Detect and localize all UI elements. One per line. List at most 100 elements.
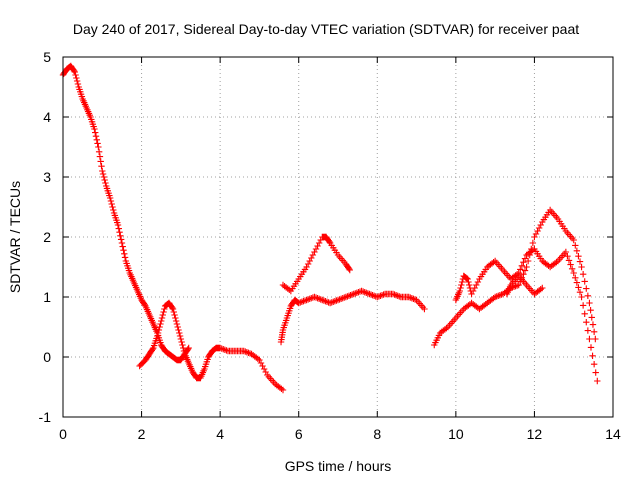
- data-point: [512, 283, 519, 290]
- data-point: [590, 361, 598, 368]
- data-point: [121, 250, 128, 257]
- x-tick-label: 10: [448, 426, 464, 442]
- data-point: [317, 296, 324, 303]
- x-tick-label: 0: [59, 426, 67, 442]
- data-point: [320, 297, 328, 304]
- data-point: [333, 297, 340, 304]
- data-point: [579, 302, 587, 309]
- data-point: [96, 153, 104, 160]
- data-point: [116, 229, 123, 236]
- data-point: [322, 298, 329, 305]
- series-satellite-track-G: [503, 272, 546, 298]
- data-point: [576, 289, 584, 296]
- data-point: [531, 233, 538, 241]
- data-point: [594, 377, 601, 385]
- data-point: [515, 281, 522, 289]
- data-point: [254, 355, 262, 362]
- data-point: [172, 317, 180, 325]
- data-point: [240, 347, 247, 355]
- data-point: [312, 245, 320, 253]
- x-tick-label: 12: [527, 426, 543, 442]
- data-point: [184, 346, 192, 353]
- data-point: [117, 236, 125, 243]
- data-point: [535, 224, 543, 232]
- data-point: [364, 290, 372, 297]
- data-point: [568, 265, 576, 272]
- data-point: [587, 344, 595, 351]
- data-point: [259, 362, 266, 370]
- data-point: [173, 320, 181, 328]
- data-point: [304, 296, 312, 303]
- data-point: [375, 293, 383, 300]
- data-point: [242, 348, 249, 355]
- data-point: [185, 344, 192, 352]
- data-point: [576, 258, 584, 265]
- data-point: [523, 263, 530, 271]
- data-point: [534, 227, 541, 235]
- data-point: [586, 335, 593, 343]
- data-point: [462, 274, 470, 281]
- data-point: [370, 292, 378, 299]
- data-point: [353, 289, 361, 296]
- points-layer: [59, 62, 601, 394]
- data-point: [513, 282, 521, 289]
- data-point: [306, 257, 313, 265]
- data-point: [392, 292, 400, 299]
- data-point: [158, 317, 165, 325]
- data-point: [458, 281, 465, 289]
- data-point: [159, 311, 166, 319]
- data-point: [491, 293, 499, 301]
- data-point: [471, 284, 478, 292]
- data-point: [529, 239, 537, 247]
- data-point: [328, 299, 335, 306]
- data-point: [108, 200, 115, 208]
- data-point: [588, 314, 595, 321]
- data-point: [98, 163, 105, 170]
- data-point: [92, 129, 99, 136]
- data-point: [521, 255, 529, 262]
- data-point: [518, 262, 526, 269]
- data-point: [443, 325, 450, 332]
- data-point: [378, 292, 386, 299]
- data-point: [106, 194, 114, 202]
- data-point: [529, 247, 537, 254]
- data-point: [374, 293, 381, 301]
- data-point: [303, 296, 310, 304]
- data-point: [95, 148, 103, 155]
- data-point: [520, 271, 527, 278]
- data-point: [532, 230, 540, 238]
- data-point: [584, 327, 592, 334]
- y-tick-label: 4: [43, 109, 51, 125]
- data-point: [493, 293, 500, 300]
- data-point: [312, 294, 320, 301]
- data-point: [262, 368, 269, 376]
- data-point: [120, 247, 127, 254]
- data-point: [394, 292, 401, 299]
- data-point: [117, 232, 124, 239]
- data-point: [326, 299, 334, 307]
- data-point: [169, 305, 177, 313]
- y-tick-label: 0: [43, 349, 51, 365]
- data-point: [583, 285, 590, 292]
- chart-title: Day 240 of 2017, Sidereal Day-to-day VTE…: [73, 21, 579, 37]
- series-satellite-track-B: [136, 299, 287, 394]
- data-point: [176, 332, 184, 340]
- data-point: [358, 287, 365, 295]
- data-point: [407, 294, 414, 301]
- data-point: [260, 365, 268, 373]
- x-axis-label: GPS time / hours: [285, 458, 392, 474]
- data-point: [330, 298, 337, 305]
- data-point: [331, 298, 339, 305]
- data-point: [581, 278, 588, 285]
- data-point: [366, 290, 373, 298]
- data-point: [565, 257, 573, 264]
- data-point: [118, 239, 126, 247]
- data-point: [223, 347, 230, 354]
- data-point: [496, 292, 504, 299]
- data-point: [573, 247, 581, 254]
- data-point: [154, 329, 162, 337]
- data-point: [297, 299, 304, 306]
- data-point: [361, 289, 368, 296]
